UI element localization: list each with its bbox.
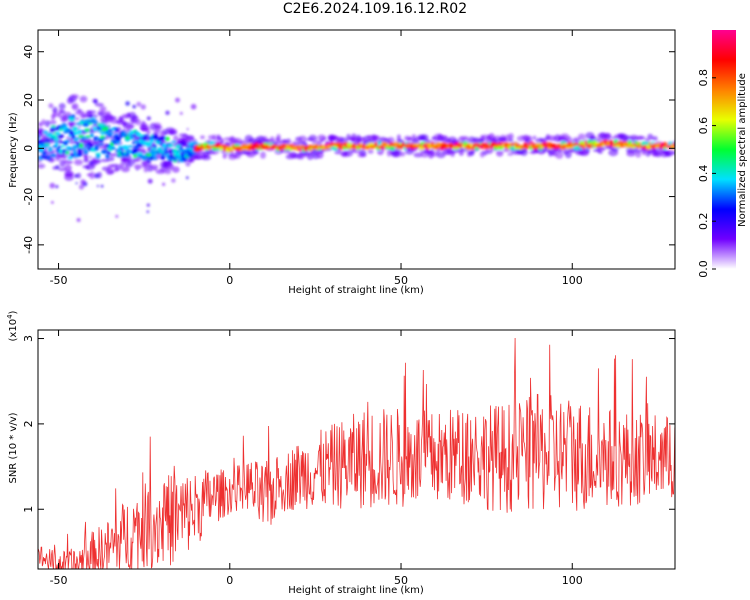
- colorbar-tick-label: 0.4: [697, 165, 710, 183]
- colorbar-tick-label: 0.6: [697, 117, 710, 135]
- snr-series-line: [38, 337, 675, 569]
- snr-y-ticks: 1 2 3: [22, 335, 675, 513]
- colorbar-label: Normalized spectral amplitude: [737, 73, 748, 227]
- spectrogram-y-label: Frequency (Hz): [8, 112, 19, 188]
- spectrogram-y-tick-label: 20: [22, 93, 35, 107]
- spectrogram-panel: -50 0 50 100 -40 -20 0 20 40 Height of straight…: [8, 29, 676, 296]
- spectrogram-x-tick-label: 100: [562, 274, 583, 287]
- spectrogram-y-tick-label: 0: [22, 145, 35, 152]
- spectrogram-x-tick-label: 0: [226, 274, 233, 287]
- spectrogram-x-label: Height of straight line (km): [288, 285, 424, 296]
- snr-x-tick-label: -50: [50, 574, 68, 587]
- spectrogram-heatmap: [38, 94, 675, 222]
- snr-x-tick-label: 50: [394, 574, 408, 587]
- snr-y-multiplier: (x104): [6, 310, 19, 341]
- snr-panel: -50 0 50 100 1 2 3 Height of straight line (k…: [6, 310, 676, 596]
- snr-x-label: Height of straight line (km): [288, 585, 424, 596]
- snr-y-tick-label: 3: [22, 335, 35, 342]
- snr-x-tick-label: 100: [562, 574, 583, 587]
- spectrogram-y-tick-label: -40: [22, 236, 35, 254]
- snr-x-ticks: -50 0 50 100: [50, 330, 583, 587]
- spectrogram-x-tick-label: 50: [394, 274, 408, 287]
- colorbar-ticks: 0.0 0.2 0.4 0.6 0.8: [697, 69, 716, 278]
- spectrogram-y-ticks: -40 -20 0 20 40: [22, 45, 675, 254]
- svg-text:(x104): (x104): [6, 310, 19, 341]
- colorbar-scale: [712, 30, 736, 269]
- spectrogram-x-tick-label: -50: [50, 274, 68, 287]
- snr-y-label: SNR (10 * v/v): [8, 412, 19, 483]
- snr-y-tick-label: 2: [22, 420, 35, 427]
- snr-y-tick-label: 1: [22, 506, 35, 513]
- spectrogram-y-tick-label: -20: [22, 188, 35, 206]
- colorbar: 0.0 0.2 0.4 0.6 0.8 Normalized spectral ampl…: [697, 30, 748, 278]
- snr-frame: [37, 329, 676, 570]
- spectrogram-frame: [37, 29, 676, 270]
- snr-x-tick-label: 0: [226, 574, 233, 587]
- spectrogram-y-tick-label: 40: [22, 45, 35, 59]
- page-title: C2E6.2024.109.16.12.R02: [282, 1, 468, 17]
- spectrogram-x-ticks: -50 0 50 100: [50, 30, 583, 287]
- colorbar-tick-label: 0.2: [697, 212, 710, 230]
- colorbar-tick-label: 0.0: [697, 260, 710, 278]
- colorbar-tick-label: 0.8: [697, 69, 710, 87]
